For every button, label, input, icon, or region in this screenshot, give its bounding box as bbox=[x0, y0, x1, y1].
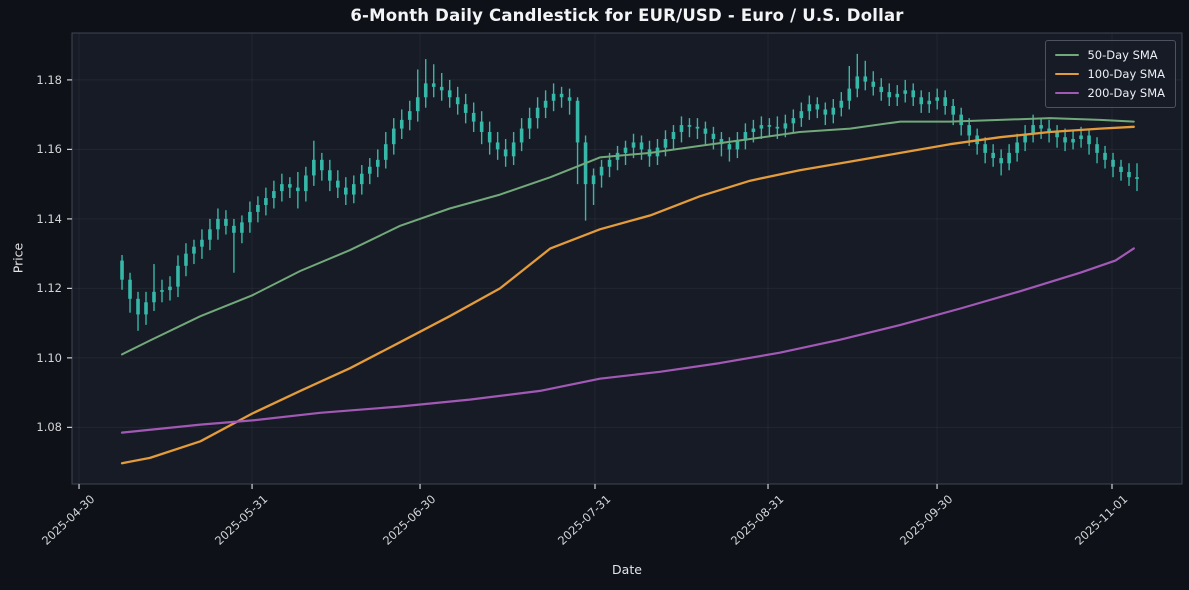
legend-item-100-day-sma: 100-Day SMA bbox=[1055, 67, 1165, 81]
x-axis-label: Date bbox=[612, 562, 642, 577]
legend-label-50-day-sma: 50-Day SMA bbox=[1087, 48, 1158, 62]
y-tick-label: 1.08 bbox=[36, 420, 62, 435]
legend-item-200-day-sma: 200-Day SMA bbox=[1055, 86, 1165, 100]
sma100-line-swatch bbox=[1055, 72, 1080, 76]
chart-title: 6-Month Daily Candlestick for EUR/USD - … bbox=[350, 6, 904, 25]
legend-label-100-day-sma: 100-Day SMA bbox=[1087, 67, 1165, 81]
y-axis-label: Price bbox=[10, 242, 26, 274]
y-tick-label: 1.16 bbox=[36, 142, 62, 157]
sma50-line-swatch bbox=[1055, 53, 1080, 57]
legend: 50-Day SMA 100-Day SMA 200-Day SMA bbox=[1045, 40, 1176, 108]
legend-label-200-day-sma: 200-Day SMA bbox=[1087, 86, 1165, 100]
y-tick-label: 1.18 bbox=[36, 72, 62, 87]
y-tick-label: 1.10 bbox=[36, 350, 62, 365]
y-tick-label: 1.14 bbox=[36, 211, 62, 226]
y-tick-label: 1.12 bbox=[36, 281, 62, 296]
sma200-line-swatch bbox=[1055, 91, 1080, 95]
legend-item-50-day-sma: 50-Day SMA bbox=[1055, 48, 1165, 62]
